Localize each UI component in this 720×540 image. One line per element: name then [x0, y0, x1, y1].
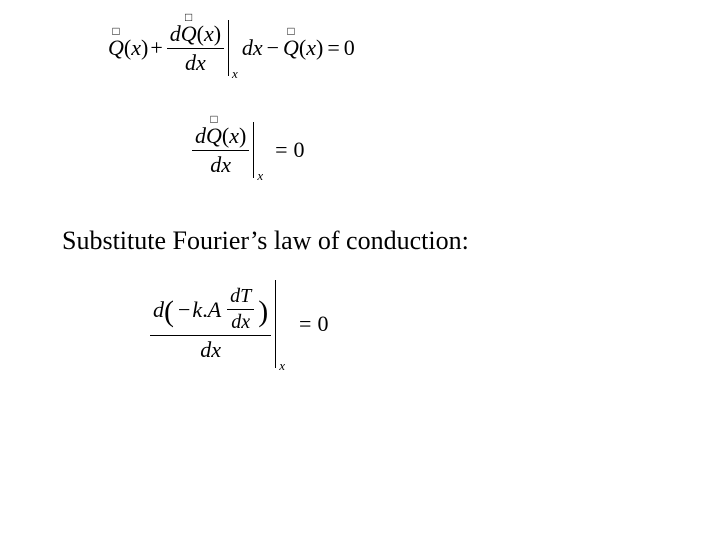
letter-x: x: [221, 152, 231, 177]
letter-d: d: [231, 311, 241, 333]
fraction-bar: [150, 335, 271, 336]
eval-subscript: x: [279, 358, 285, 374]
fraction-denominator: dx: [182, 50, 209, 75]
zero: 0: [344, 35, 355, 61]
equals-sign: =: [327, 35, 339, 61]
fraction-denominator: dx: [228, 311, 253, 334]
caption-text: Substitute Fourier’s law of conduction:: [62, 226, 469, 256]
equation-3: d ( − k . A dT: [148, 280, 328, 368]
letter-x: x: [306, 35, 316, 61]
rparen: ): [214, 21, 221, 46]
fraction-bar: [227, 309, 254, 310]
page: □ Q ( x ) + d□Q(x) dx x dx: [0, 0, 720, 540]
big-rparen: ): [258, 295, 268, 330]
letter-Q: Q: [108, 35, 124, 60]
artifact-box-icon: □: [112, 25, 119, 37]
fraction-dQdx: d□Q(x) dx: [167, 21, 224, 75]
letter-d: d: [185, 50, 196, 75]
eval-bar: x: [275, 280, 285, 368]
eval-subscript: x: [257, 168, 263, 184]
letter-x: x: [131, 35, 141, 61]
letter-x: x: [211, 337, 221, 362]
fraction-numerator: dT: [227, 285, 254, 308]
fraction-bar: [167, 48, 224, 49]
letter-d: d: [242, 35, 253, 61]
numerator-row: d ( − k . A dT: [153, 285, 268, 334]
rparen: ): [316, 35, 323, 61]
letter-A: A: [208, 297, 221, 322]
fraction-denominator: dx: [197, 337, 224, 362]
fraction-dQdx: d□Q(x) dx: [192, 123, 249, 177]
equation-1-row: □ Q ( x ) + d□Q(x) dx x dx: [108, 20, 355, 76]
letter-d: d: [200, 337, 211, 362]
letter-Q: Q: [206, 123, 222, 148]
rparen: ): [239, 123, 246, 148]
rparen: ): [141, 35, 148, 61]
big-lparen: (: [164, 295, 174, 330]
artifact-box-icon: □: [185, 11, 192, 23]
q-symbol: □Q: [206, 123, 222, 148]
letter-x: x: [229, 123, 239, 148]
letter-x: x: [196, 50, 206, 75]
letter-x: x: [204, 21, 214, 46]
letter-Q: Q: [283, 35, 299, 60]
fraction-denominator: dx: [207, 152, 234, 177]
eval-subscript: x: [232, 66, 238, 82]
equals-sign: =: [275, 137, 287, 163]
zero: 0: [317, 311, 328, 337]
equation-2: d□Q(x) dx x = 0: [190, 122, 305, 178]
fraction-bar: [192, 150, 249, 151]
q-symbol: □Q: [181, 21, 197, 46]
fraction-numerator: d ( − k . A dT: [150, 285, 271, 334]
artifact-box-icon: □: [287, 25, 294, 37]
letter-x: x: [241, 311, 250, 333]
q-symbol: □ Q: [108, 35, 124, 61]
equals-sign: =: [299, 311, 311, 337]
lparen: (: [197, 21, 204, 46]
eval-bar: x: [228, 20, 238, 76]
vertical-bar-icon: [275, 280, 276, 368]
fraction-numerator: d□Q(x): [167, 21, 224, 46]
minus-sign: −: [267, 35, 279, 61]
q-symbol: □ Q: [283, 35, 299, 61]
fraction-outer: d ( − k . A dT: [150, 285, 271, 362]
letter-d: d: [170, 21, 181, 46]
zero: 0: [294, 137, 305, 163]
letter-d: d: [210, 152, 221, 177]
vertical-bar-icon: [228, 20, 229, 76]
letter-k: k: [192, 297, 202, 322]
artifact-box-icon: □: [210, 113, 217, 125]
letter-d: d: [195, 123, 206, 148]
fraction-dTdx: dT dx: [227, 285, 254, 334]
eval-bar: x: [253, 122, 263, 178]
equation-1: □ Q ( x ) + d□Q(x) dx x dx: [108, 20, 355, 76]
fraction-numerator: d□Q(x): [192, 123, 249, 148]
letter-d: d: [153, 297, 164, 322]
minus-sign: −: [178, 297, 190, 322]
vertical-bar-icon: [253, 122, 254, 178]
equation-3-row: d ( − k . A dT: [148, 280, 328, 368]
equation-2-row: d□Q(x) dx x = 0: [190, 122, 305, 178]
letter-d: d: [230, 285, 240, 307]
letter-T: T: [240, 285, 251, 307]
letter-Q: Q: [181, 21, 197, 46]
letter-x: x: [253, 35, 263, 61]
plus-sign: +: [150, 35, 162, 61]
